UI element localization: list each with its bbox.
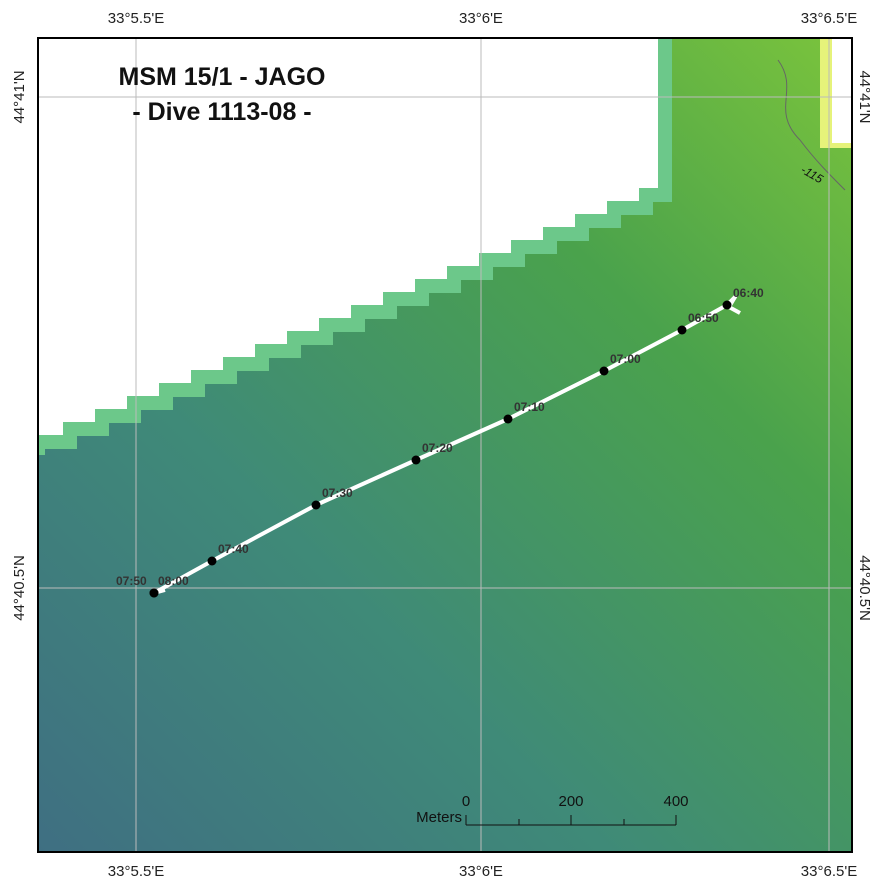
lon-label: 33°6'E — [459, 863, 503, 880]
scale-label: 200 — [558, 793, 583, 810]
waypoint — [678, 326, 687, 335]
scale-label: 0 — [462, 793, 470, 810]
lon-label: 33°5.5'E — [108, 863, 164, 880]
lon-label: 33°6.5'E — [801, 863, 857, 880]
map: -115 06:4006:5007:0007:1007:2007:3007:40… — [0, 0, 870, 886]
title: MSM 15/1 - JAGO — [119, 63, 326, 91]
lon-label: 33°6'E — [459, 10, 503, 27]
waypoint — [312, 501, 321, 510]
waypoint-time: 07:10 — [514, 400, 545, 414]
waypoint — [504, 415, 513, 424]
scale-label: 400 — [663, 793, 688, 810]
lon-label: 33°6.5'E — [801, 10, 857, 27]
waypoint-time: 07:00 — [610, 352, 641, 366]
waypoint — [412, 456, 421, 465]
waypoint-time: 07:50 — [116, 574, 147, 588]
waypoint-time: 07:40 — [218, 542, 249, 556]
scale-unit: Meters — [416, 809, 462, 826]
waypoint-time: 07:30 — [322, 486, 353, 500]
lat-label: 44°40.5'N — [11, 555, 28, 621]
title: - Dive 1113-08 - — [132, 98, 311, 126]
lat-label: 44°41'N — [856, 70, 870, 123]
no-data-area — [832, 38, 852, 143]
map-area: -115 06:4006:5007:0007:1007:2007:3007:40… — [38, 38, 852, 852]
waypoint-time: 06:50 — [688, 311, 719, 325]
lon-label: 33°5.5'E — [108, 10, 164, 27]
waypoint — [600, 367, 609, 376]
waypoint-time: 08:00 — [158, 574, 189, 588]
lat-label: 44°40.5'N — [856, 555, 870, 621]
lat-label: 44°41'N — [11, 70, 28, 123]
waypoint — [723, 301, 732, 310]
waypoint-time: 07:20 — [422, 441, 453, 455]
waypoint-time: 06:40 — [733, 286, 764, 300]
waypoint — [150, 589, 159, 598]
waypoint — [208, 557, 217, 566]
